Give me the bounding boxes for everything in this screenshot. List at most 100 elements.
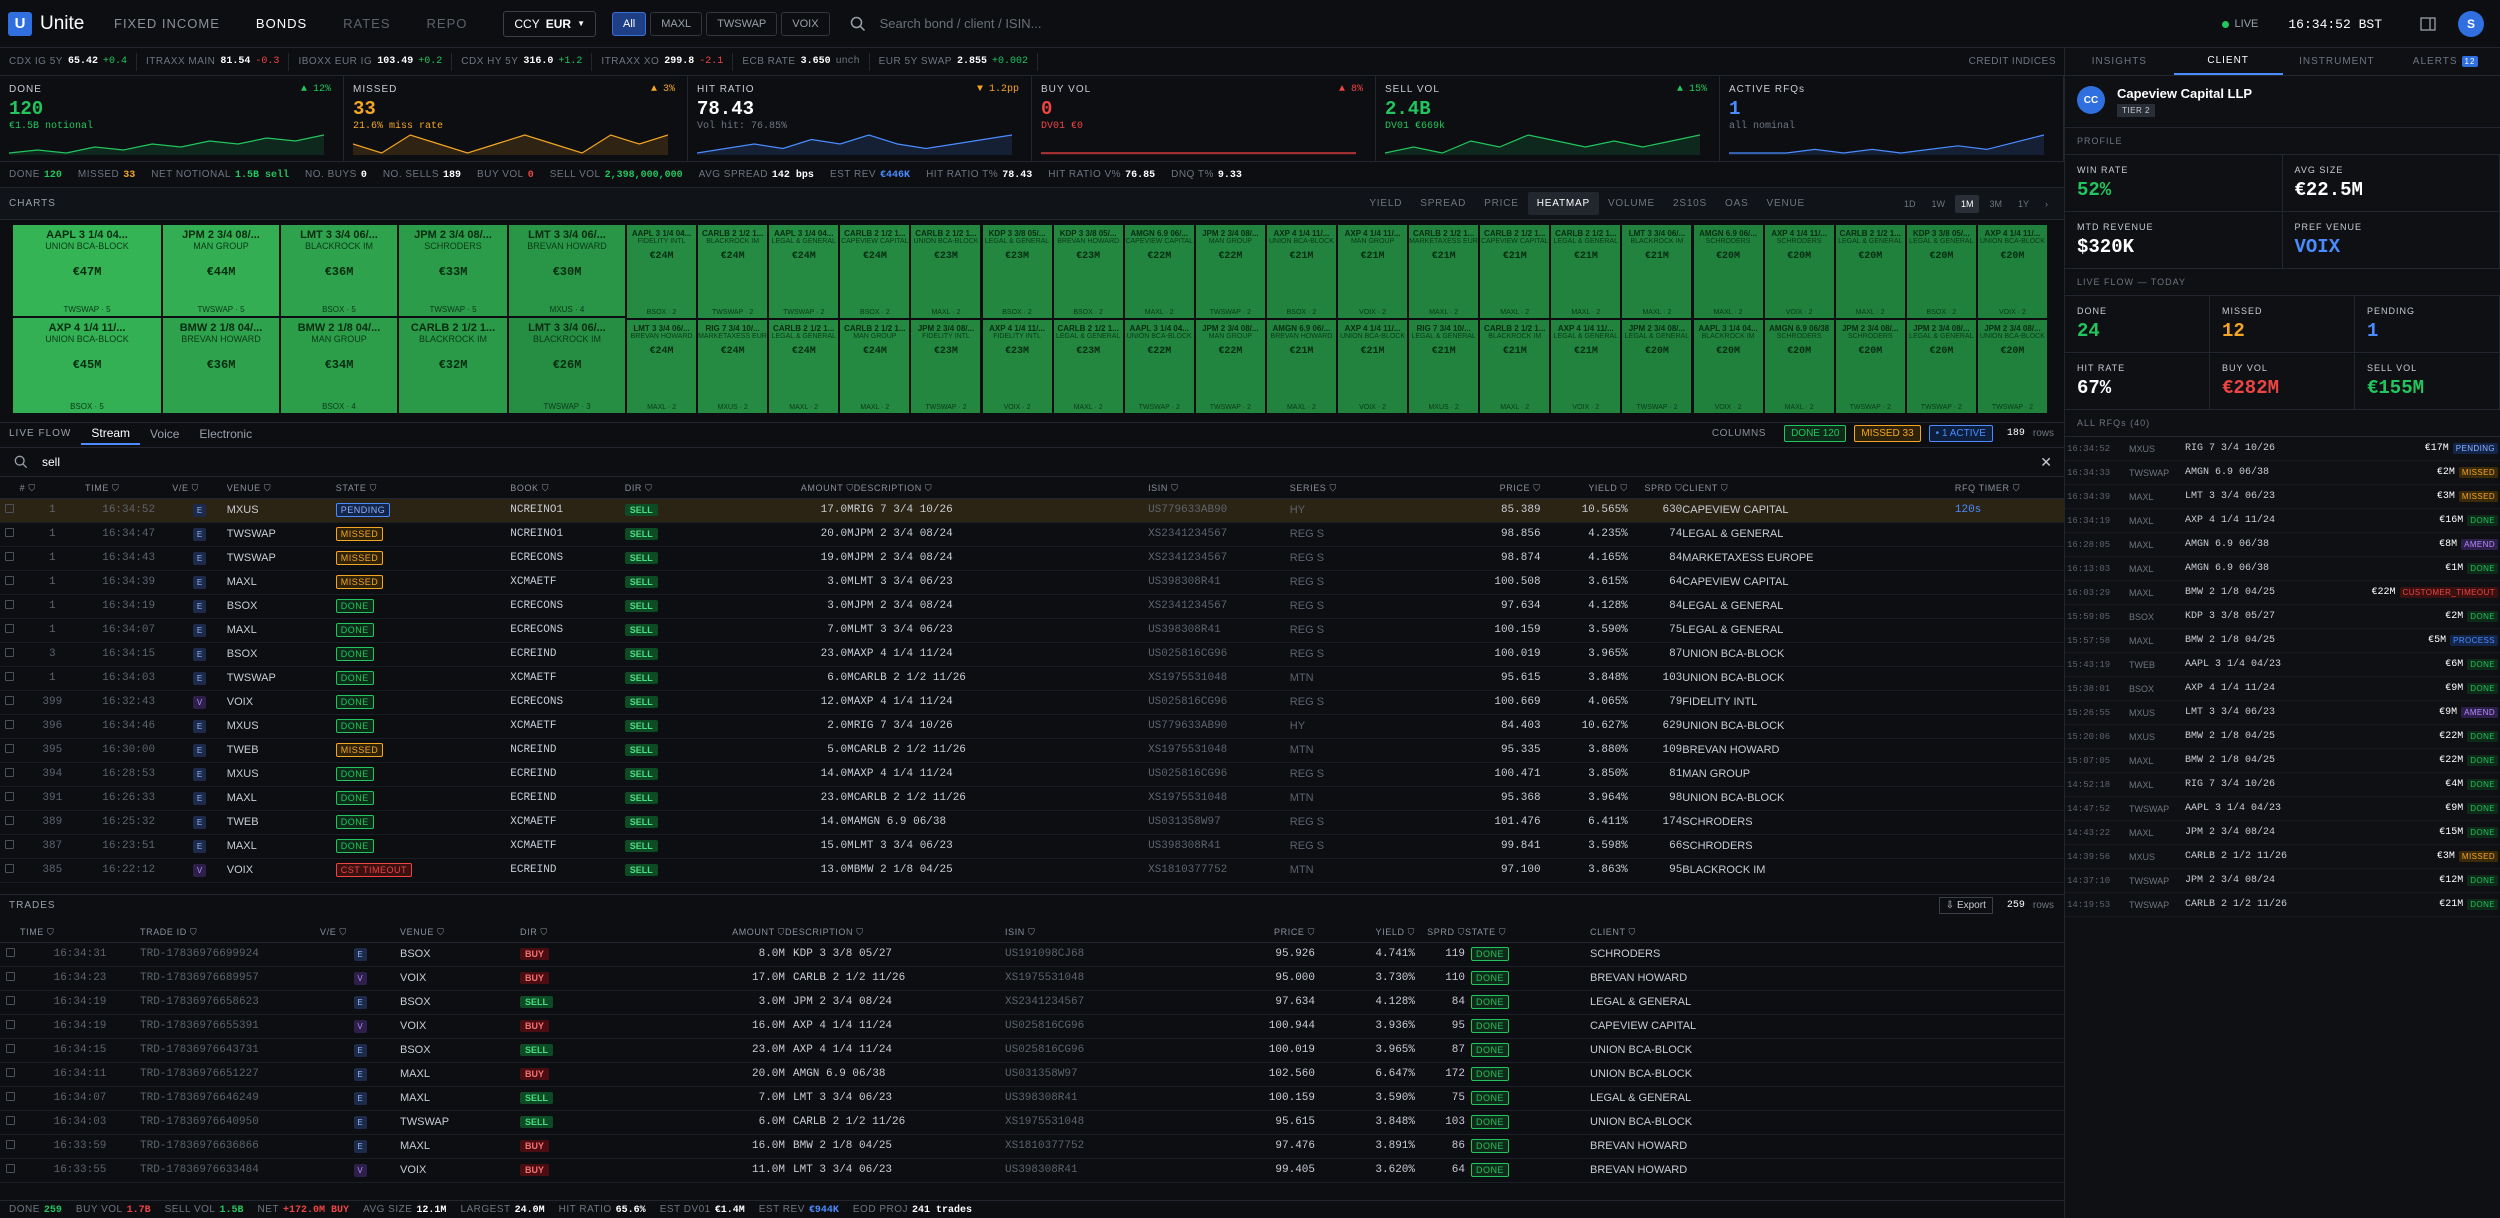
filter-icon[interactable]: ⛉: [260, 483, 272, 494]
rfq-item[interactable]: 14:47:52 TWSWAP AAPL 3 1/4 04/23 €9M DONE: [2065, 797, 2500, 821]
rfq-item[interactable]: 16:34:33 TWSWAP AMGN 6.9 06/38 €2M MISSED: [2065, 461, 2500, 485]
filter-icon[interactable]: ⛉: [538, 483, 550, 494]
credit-indices-label[interactable]: CREDIT INDICES: [1968, 56, 2056, 67]
filter-icon[interactable]: ⛉: [843, 483, 854, 494]
heatmap-cell[interactable]: LMT 3 3/4 06/... BREVAN HOWARD €30M MXUS · …: [508, 224, 626, 318]
rfq-item[interactable]: 15:20:06 MXUS BMW 2 1/8 04/25 €22M DONE: [2065, 725, 2500, 749]
chart-tab-oas[interactable]: OAS: [1725, 198, 1749, 209]
filter-icon[interactable]: ⛉: [853, 927, 864, 938]
kpi-missed[interactable]: MISSED 33 21.6% miss rate ▲ 3%: [344, 76, 688, 161]
rfq-item[interactable]: 15:26:55 MXUS LMT 3 3/4 06/23 €9M AMEND: [2065, 701, 2500, 725]
heatmap-cell[interactable]: CARLB 2 1/2 1... BLACKROCK IM €24M TWSWAP ·…: [697, 224, 769, 319]
panel-toggle-button[interactable]: [2412, 8, 2444, 40]
flow-search-bar[interactable]: sell ✕: [0, 447, 2064, 477]
row-checkbox[interactable]: [5, 768, 15, 777]
filter-icon[interactable]: ⛉: [1717, 483, 1729, 494]
rfq-item[interactable]: 14:19:53 TWSWAP CARLB 2 1/2 11/26 €21M DONE: [2065, 893, 2500, 917]
rfq-item[interactable]: 16:13:03 MAXL AMGN 6.9 06/38 €1M DONE: [2065, 557, 2500, 581]
trades-column-amount[interactable]: AMOUNT ⛉: [710, 924, 785, 943]
venue-filter-twswap[interactable]: TWSWAP: [706, 11, 778, 36]
kpi-done[interactable]: DONE 120 €1.5B notional ▲ 12%: [0, 76, 344, 161]
trades-column-price[interactable]: PRICE ⛉: [1205, 924, 1315, 943]
heatmap-cell[interactable]: BMW 2 1/8 04/... MAN GROUP €34M BSOX · 4: [280, 317, 398, 414]
filter-icon[interactable]: ⛉: [921, 483, 933, 494]
column-header-client[interactable]: CLIENT ⛉: [1682, 480, 1955, 499]
heatmap-cell[interactable]: AXP 4 1/4 11/... LEGAL & GENERAL €21M VOIX …: [1550, 319, 1622, 414]
trades-column-trade-id[interactable]: TRADE ID ⛉: [140, 924, 320, 943]
column-header-price[interactable]: PRICE ⛉: [1431, 480, 1541, 499]
column-header-isin[interactable]: ISIN ⛉: [1148, 480, 1290, 499]
user-avatar[interactable]: S: [2458, 11, 2484, 37]
row-checkbox[interactable]: [5, 1140, 15, 1149]
flow-row[interactable]: 387 16:23:51 E MAXL DONE XCMAETF SELL 15.0M LMT …: [0, 834, 2064, 859]
filter-icon[interactable]: ⛉: [1304, 927, 1315, 938]
filter-icon[interactable]: ⛉: [1617, 483, 1628, 494]
rfq-item[interactable]: 14:39:56 MXUS CARLB 2 1/2 11/26 €3M MISSED: [2065, 845, 2500, 869]
heatmap-cell[interactable]: JPM 2 3/4 08/... SCHRODERS €20M TWSWAP · 2: [1834, 319, 1906, 414]
period-1m[interactable]: 1M: [1954, 194, 1980, 213]
heatmap-cell[interactable]: CARLB 2 1/2 1... BLACKROCK IM €32M: [398, 317, 508, 414]
trades-column-v-e[interactable]: V/E ⛉: [320, 924, 400, 943]
heatmap-cell[interactable]: CARLB 2 1/2 1... CAPEVIEW CAPITAL €24M BSOX…: [839, 224, 911, 319]
row-checkbox[interactable]: [5, 648, 15, 657]
heatmap-cell[interactable]: AAPL 3 1/4 04... BLACKROCK IM €20M VOIX · 2: [1692, 319, 1764, 414]
column-header-series[interactable]: SERIES ⛉: [1289, 480, 1432, 499]
venue-filter-all[interactable]: All: [611, 11, 647, 36]
row-checkbox[interactable]: [5, 744, 15, 753]
flow-tab-voice[interactable]: Voice: [150, 426, 180, 441]
chart-tab-venue[interactable]: VENUE: [1766, 198, 1805, 209]
filter-icon[interactable]: ⛉: [774, 927, 785, 938]
row-checkbox[interactable]: [5, 816, 15, 825]
filter-icon[interactable]: ⛉: [336, 927, 347, 938]
heatmap-cell[interactable]: AXP 4 1/4 11/... MAN GROUP €21M VOIX · 2: [1337, 224, 1409, 319]
period-1y[interactable]: 1Y: [2017, 198, 2029, 209]
heatmap-cell[interactable]: CARLB 2 1/2 1... UNION BCA-BLOCK €23M MAXL …: [910, 224, 982, 319]
flow-row[interactable]: 1 16:34:19 E BSOX DONE ECRECONS SELL 3.0M JPM 2 …: [0, 594, 2064, 619]
chart-tab-volume[interactable]: VOLUME: [1607, 198, 1655, 209]
row-checkbox[interactable]: [5, 504, 15, 513]
missed-filter-badge[interactable]: MISSED 33: [1854, 425, 1921, 442]
heatmap-cell[interactable]: JPM 2 3/4 08/... LEGAL & GENERAL €20M TWSWA…: [1905, 319, 1977, 414]
heatmap-cell[interactable]: CARLB 2 1/2 1... LEGAL & GENERAL €24M MAXL …: [768, 319, 840, 414]
period-1d[interactable]: 1D: [1903, 198, 1916, 209]
flow-row[interactable]: 385 16:22:12 V VOIX CST TIMEOUT ECREIND SELL 13…: [0, 858, 2064, 883]
trades-column-isin[interactable]: ISIN ⛉: [1005, 924, 1205, 943]
flow-search-input[interactable]: sell: [42, 455, 61, 469]
heatmap-cell[interactable]: CARLB 2 1/2 1...MARKETAXESS EUROPE€21MMA…: [1408, 224, 1480, 319]
column-header-v-e[interactable]: V/E ⛉: [172, 480, 227, 499]
heatmap-cell[interactable]: JPM 2 3/4 08/... MAN GROUP €22M TWSWAP · 2: [1194, 224, 1266, 319]
trades-column-sprd[interactable]: SPRD ⛉: [1415, 924, 1465, 943]
row-checkbox[interactable]: [5, 948, 15, 957]
row-checkbox[interactable]: [5, 792, 15, 801]
heatmap-cell[interactable]: AMGN 6.9 06/... BREVAN HOWARD €21M MAXL · 2: [1265, 319, 1337, 414]
row-checkbox[interactable]: [5, 1092, 15, 1101]
filter-icon[interactable]: ⛉: [25, 483, 36, 494]
heatmap-cell[interactable]: RIG 7 3/4 10/...MARKETAXESS EUROPE€24MMX…: [697, 319, 769, 414]
filter-icon[interactable]: ⛉: [1326, 483, 1337, 494]
heatmap-cell[interactable]: AAPL 3 1/4 04... LEGAL & GENERAL €24M TWSWA…: [768, 224, 840, 319]
rfq-item[interactable]: 14:37:10 TWSWAP JPM 2 3/4 08/24 €12M DONE: [2065, 869, 2500, 893]
kpi-active-rfqs[interactable]: ACTIVE RFQs 1 all nominal: [1720, 76, 2064, 161]
trade-row[interactable]: 16:33:59 TRD-17836976636866 E MAXL BUY 16.0M B…: [0, 1134, 2064, 1159]
column-header-dir[interactable]: DIR ⛉: [624, 480, 702, 499]
kpi-hit-ratio[interactable]: HIT RATIO 78.43 Vol hit: 76.85% ▼ 1.2pp: [688, 76, 1032, 161]
column-header-[interactable]: # ⛉: [19, 480, 86, 499]
flow-row[interactable]: 389 16:25:32 E TWEB DONE XCMAETF SELL 14.0M AMGN…: [0, 810, 2064, 835]
period-3m[interactable]: 3M: [1989, 198, 2002, 209]
filter-icon[interactable]: ⛉: [1495, 927, 1507, 938]
column-header-venue[interactable]: VENUE ⛉: [226, 480, 336, 499]
rfq-item[interactable]: 16:03:29 MAXL BMW 2 1/8 04/25 €22M CUSTOMER_…: [2065, 581, 2500, 605]
trade-row[interactable]: 16:33:55 TRD-17836976633484 V VOIX BUY 11.0M L…: [0, 1158, 2064, 1183]
heatmap-cell[interactable]: JPM 2 3/4 08/... MAN GROUP €44M TWSWAP · 5: [162, 224, 280, 318]
more-periods-icon[interactable]: ›: [2045, 198, 2048, 209]
flow-row[interactable]: 1 16:34:52 E MXUS PENDING NCREINO1 SELL 17.0M RI…: [0, 498, 2064, 523]
row-checkbox[interactable]: [5, 1044, 15, 1053]
filter-icon[interactable]: ⛉: [434, 927, 445, 938]
row-checkbox[interactable]: [5, 720, 15, 729]
filter-icon[interactable]: ⛉: [2009, 483, 2021, 494]
row-checkbox[interactable]: [5, 1116, 15, 1125]
client-name[interactable]: Capeview Capital LLP: [2117, 86, 2253, 101]
filter-icon[interactable]: ⛉: [1671, 483, 1683, 494]
export-button[interactable]: ⇩ Export: [1938, 897, 1993, 914]
heatmap-cell[interactable]: KDP 3 3/8 05/... BREVAN HOWARD €23M BSOX · …: [1052, 224, 1124, 319]
